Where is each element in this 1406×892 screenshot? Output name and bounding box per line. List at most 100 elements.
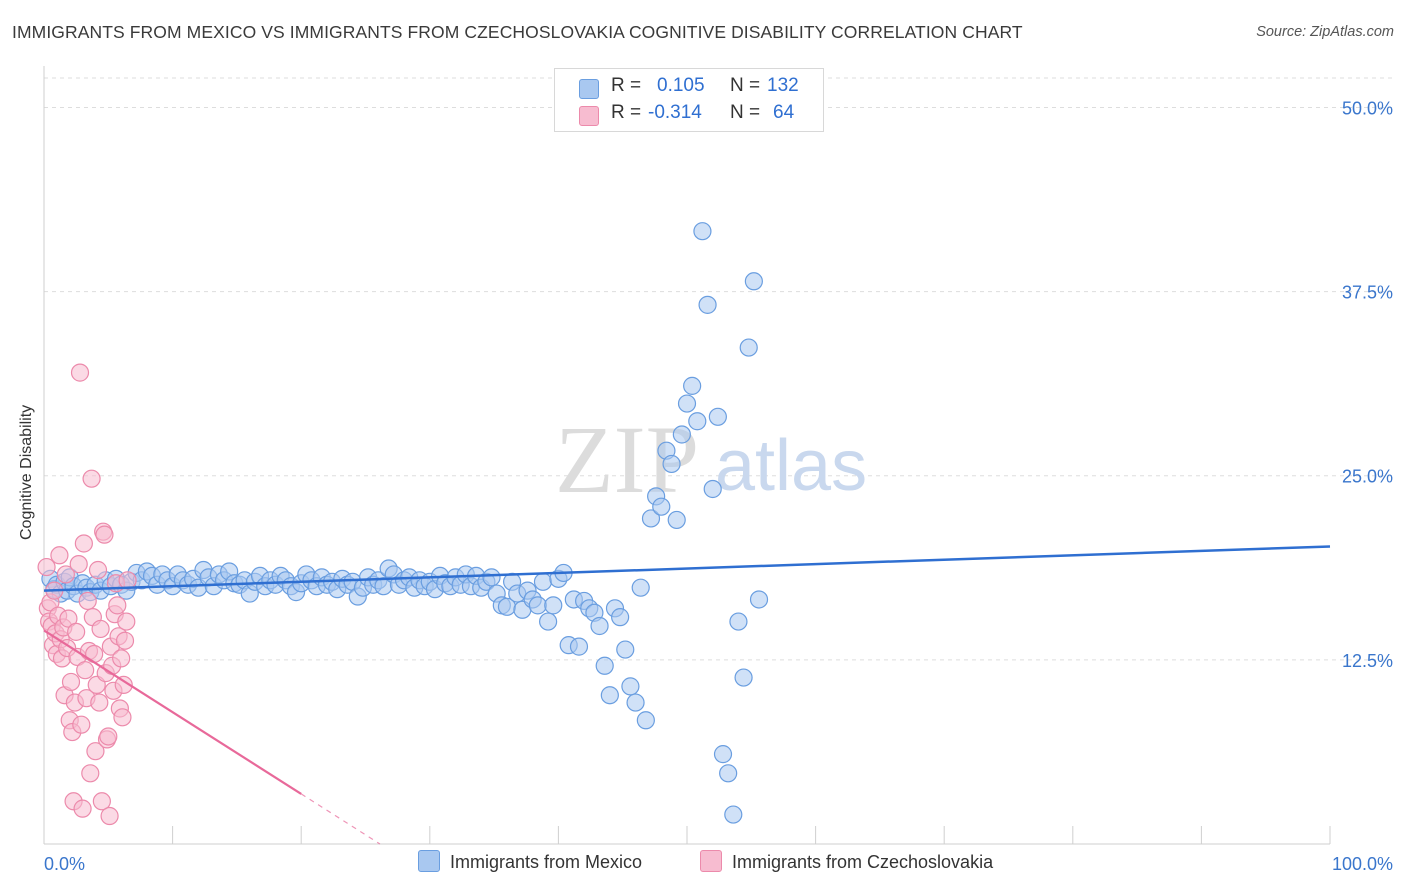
source-note: Source: ZipAtlas.com bbox=[1256, 24, 1394, 40]
point-mexico-130 bbox=[693, 222, 712, 241]
point-mexico-138 bbox=[734, 668, 753, 687]
bottom-legend-label-czechoslovakia: Immigrants from Czechoslovakia bbox=[732, 852, 994, 872]
legend-box: R = 0.105 N = 132 R = -0.314 N = 64 bbox=[554, 68, 824, 132]
y-tick-label-1: 25.0% bbox=[1342, 467, 1393, 487]
point-mexico-114 bbox=[611, 608, 630, 627]
point-czechoslovakia-26 bbox=[70, 363, 90, 382]
point-mexico-133 bbox=[708, 407, 727, 426]
legend-r-label: R = bbox=[611, 102, 642, 123]
point-mexico-100 bbox=[539, 612, 558, 631]
bottom-legend-mexico: Immigrants from Mexico bbox=[418, 850, 643, 874]
point-czechoslovakia-32 bbox=[78, 591, 97, 611]
point-mexico-101 bbox=[544, 596, 563, 615]
x-tick-label-0: 0.0% bbox=[44, 854, 85, 874]
point-mexico-128 bbox=[683, 376, 702, 395]
point-mexico-111 bbox=[595, 656, 614, 675]
point-mexico-110 bbox=[590, 616, 609, 636]
legend-n-value-mexico: 132 bbox=[767, 75, 799, 96]
point-mexico-116 bbox=[621, 677, 640, 696]
point-mexico-136 bbox=[724, 805, 743, 824]
legend-swatch-mexico bbox=[579, 79, 599, 99]
point-mexico-89 bbox=[482, 568, 501, 587]
point-czechoslovakia-61 bbox=[115, 631, 135, 650]
point-czechoslovakia-15 bbox=[56, 565, 75, 584]
tick-labels: 12.5% 25.0% 37.5% 50.0% 0.0% 100.0% bbox=[44, 98, 1393, 874]
point-mexico-99 bbox=[533, 572, 553, 591]
point-mexico-112 bbox=[600, 686, 619, 705]
axes bbox=[43, 66, 1331, 845]
watermark-atlas: atlas bbox=[715, 426, 867, 506]
point-mexico-106 bbox=[569, 637, 589, 656]
point-czechoslovakia-55 bbox=[108, 596, 127, 615]
point-czechoslovakia-49 bbox=[100, 806, 119, 826]
point-czechoslovakia-28 bbox=[73, 799, 92, 818]
bottom-legend-czechoslovakia: Immigrants from Czechoslovakia bbox=[700, 850, 994, 874]
point-mexico-118 bbox=[631, 578, 650, 597]
point-czechoslovakia-38 bbox=[86, 742, 105, 761]
legend-r-value-czechoslovakia: -0.314 bbox=[648, 102, 702, 123]
series-mexico-points bbox=[41, 222, 769, 824]
y-tick-label-3: 50.0% bbox=[1342, 98, 1393, 118]
point-mexico-134 bbox=[713, 745, 733, 764]
point-czechoslovakia-59 bbox=[113, 708, 132, 727]
point-mexico-139 bbox=[739, 338, 758, 357]
point-czechoslovakia-10 bbox=[50, 546, 69, 565]
legend-r-value-mexico: 0.105 bbox=[657, 75, 705, 96]
point-mexico-131 bbox=[698, 295, 717, 314]
point-czechoslovakia-43 bbox=[92, 792, 111, 811]
point-mexico-117 bbox=[626, 693, 645, 712]
point-czechoslovakia-34 bbox=[81, 764, 100, 783]
legend-r-label: R = bbox=[611, 75, 642, 96]
point-czechoslovakia-48 bbox=[99, 727, 118, 746]
point-czechoslovakia-27 bbox=[72, 715, 91, 734]
point-mexico-141 bbox=[749, 590, 769, 609]
watermark: ZIP atlas bbox=[555, 406, 867, 513]
point-czechoslovakia-25 bbox=[69, 555, 88, 574]
bottom-legend-label-mexico: Immigrants from Mexico bbox=[450, 852, 643, 872]
point-czechoslovakia-0 bbox=[37, 557, 56, 577]
series-czechoslovakia-points bbox=[37, 363, 137, 826]
point-czechoslovakia-23 bbox=[67, 622, 86, 641]
point-czechoslovakia-35 bbox=[82, 469, 101, 488]
point-mexico-137 bbox=[729, 612, 748, 631]
trend-lines bbox=[43, 545, 1331, 845]
legend-row-mexico: R = 0.105 N = 132 bbox=[555, 75, 823, 101]
point-czechoslovakia-30 bbox=[76, 661, 95, 680]
trend-line-mexico bbox=[43, 545, 1331, 592]
point-mexico-129 bbox=[688, 412, 707, 431]
point-mexico-135 bbox=[719, 764, 738, 783]
point-czechoslovakia-37 bbox=[85, 644, 104, 664]
point-czechoslovakia-40 bbox=[88, 560, 108, 580]
trend-extension-czechoslovakia bbox=[300, 793, 381, 845]
point-czechoslovakia-60 bbox=[114, 675, 133, 695]
point-mexico-140 bbox=[744, 272, 763, 291]
legend-row-czechoslovakia: R = -0.314 N = 64 bbox=[555, 102, 823, 128]
y-tick-label-0: 12.5% bbox=[1342, 651, 1393, 671]
point-mexico-120 bbox=[641, 509, 661, 528]
x-tick-label-1: 100.0% bbox=[1332, 854, 1393, 874]
point-czechoslovakia-62 bbox=[117, 612, 136, 631]
point-czechoslovakia-63 bbox=[118, 571, 137, 590]
legend-n-label: N = bbox=[730, 102, 761, 123]
point-czechoslovakia-58 bbox=[112, 649, 131, 668]
point-mexico-124 bbox=[662, 454, 681, 474]
legend-n-value-czechoslovakia: 64 bbox=[773, 102, 795, 123]
y-tick-label-2: 37.5% bbox=[1342, 283, 1393, 303]
point-czechoslovakia-41 bbox=[90, 693, 109, 712]
legend-n-label: N = bbox=[730, 75, 761, 96]
point-mexico-122 bbox=[652, 497, 671, 516]
point-czechoslovakia-42 bbox=[91, 619, 110, 639]
point-mexico-98 bbox=[528, 596, 547, 615]
y-axis-label: Cognitive Disability bbox=[18, 404, 35, 540]
legend-swatch-czechoslovakia bbox=[579, 106, 599, 126]
point-czechoslovakia-45 bbox=[95, 525, 114, 544]
bottom-legend-swatch-mexico bbox=[418, 850, 440, 873]
point-mexico-132 bbox=[703, 479, 722, 499]
point-mexico-126 bbox=[672, 425, 691, 444]
point-mexico-115 bbox=[616, 640, 635, 659]
point-mexico-119 bbox=[636, 711, 655, 730]
chart-title: IMMIGRANTS FROM MEXICO VS IMMIGRANTS FRO… bbox=[12, 22, 1023, 42]
point-mexico-125 bbox=[667, 510, 686, 530]
point-mexico-127 bbox=[677, 394, 697, 413]
